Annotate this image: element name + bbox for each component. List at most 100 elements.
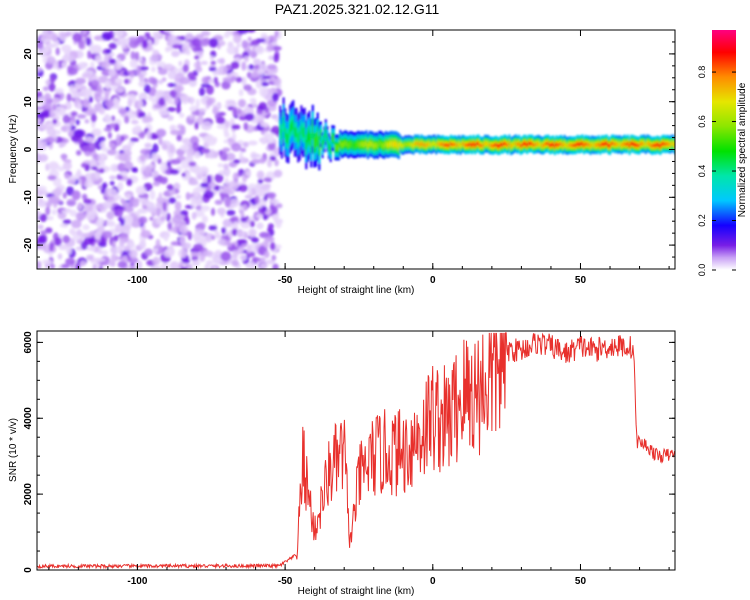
spectrogram-cell (66, 124, 71, 133)
spectrogram-cell (529, 141, 532, 146)
spectrogram-cell (78, 39, 85, 49)
spectrogram-cell (522, 141, 526, 146)
spectrogram-cell (260, 81, 269, 87)
spectrogram-cell (166, 184, 174, 191)
spectrogram-cell (107, 132, 112, 139)
spectrogram-cell (600, 142, 604, 146)
spectrogram-cell (670, 141, 673, 146)
spectrogram-cell (249, 229, 256, 238)
spectrogram-cell (267, 136, 275, 144)
spectrogram-cell (81, 175, 86, 186)
spectrogram-cell (171, 44, 183, 49)
spectrogram-cell (469, 142, 472, 146)
spectrogram-cell (117, 181, 124, 191)
spectrogram-cell (211, 235, 216, 241)
spectrogram-cell (409, 142, 412, 147)
spectrogram-y-axis: -20 -10 0 10 20 (23, 29, 675, 270)
spectrogram-cell (308, 130, 311, 141)
spectrogram-cell (563, 142, 566, 146)
spectrogram-cell (267, 64, 277, 70)
spectrogram-cell (255, 213, 266, 219)
spectrogram-cell (69, 209, 78, 217)
spectrogram-cells (37, 30, 675, 269)
spectrogram-cell (191, 259, 201, 267)
spectrogram-cell (78, 137, 84, 145)
spectrogram-cell (340, 142, 344, 148)
spectrogram-cell (242, 204, 248, 210)
spectrogram-cell (104, 99, 115, 108)
spectrogram-cell (485, 142, 488, 146)
spectrogram-cell (188, 76, 197, 81)
spectrogram-cell (39, 213, 48, 222)
spectrogram-cell (144, 248, 153, 257)
spectrogram-cell (49, 75, 56, 84)
spectrogram-cell (151, 97, 157, 106)
spectrogram-cell (91, 166, 98, 171)
spectrogram-cell (151, 152, 158, 162)
snr-y-tick-label: 2000 (23, 483, 34, 506)
spectrogram-cell (258, 68, 265, 76)
spectrogram-cell (232, 172, 239, 181)
spectrogram-cell (81, 162, 87, 168)
spectrogram-cell (267, 223, 275, 229)
spectrogram-cell (181, 138, 192, 145)
spectrogram-cell (221, 227, 226, 235)
spectrogram-cell (270, 199, 280, 204)
spectrogram-cell (46, 127, 56, 137)
spectrogram-cell (273, 53, 280, 63)
spectrogram-cell (127, 256, 139, 264)
spectrogram-cell (246, 71, 252, 79)
spectrogram-cell (313, 138, 316, 148)
spectrogram-cell (596, 143, 599, 148)
spectrogram-cell (202, 177, 207, 185)
spectrogram-cell (597, 142, 600, 146)
spectrogram-cell (76, 150, 82, 156)
spectrogram-cell (149, 189, 156, 200)
spectrogram-cell (209, 55, 215, 60)
spectrogram-cell (633, 142, 636, 147)
spectrogram-cell (589, 144, 592, 148)
spectrogram-cell (85, 37, 92, 46)
spectrogram-cell (141, 60, 146, 67)
spectrogram-cell (138, 99, 144, 109)
spectrogram-cell (48, 83, 56, 92)
spectrogram-cell (261, 137, 267, 145)
spectrogram-cell (388, 141, 391, 148)
colorbar-tick-label: 0.0 (697, 264, 707, 277)
spectrogram-cell (244, 194, 253, 199)
spectrogram-x-tick-label: 50 (575, 275, 587, 286)
spectrogram-cell (100, 141, 106, 149)
spectrogram-cell (200, 182, 209, 188)
spectrogram-cell (52, 103, 57, 111)
spectrogram-cell (250, 204, 258, 210)
spectrogram-cell (52, 118, 58, 125)
spectrogram-y-tick-label: -20 (23, 237, 34, 252)
spectrogram-cell (360, 141, 363, 147)
spectrogram-cell (516, 142, 519, 147)
spectrogram-cell (163, 249, 175, 258)
spectrogram-cell (65, 246, 72, 255)
spectrogram-cell (125, 193, 132, 200)
spectrogram-cell (171, 215, 183, 224)
spectrogram-cell (201, 30, 211, 37)
spectrogram-cell (451, 142, 454, 147)
snr-x-tick-label: 0 (430, 576, 436, 587)
spectrogram-cell (293, 127, 296, 138)
spectrogram-cell (433, 141, 436, 146)
spectrogram-cell (195, 44, 202, 52)
spectrogram-cell (159, 164, 168, 172)
spectrogram-cell (105, 49, 112, 54)
spectrogram-cell (527, 141, 530, 146)
spectrogram-cell (108, 142, 116, 149)
spectrogram-cell (45, 206, 51, 216)
spectrogram-cell (415, 141, 418, 146)
spectrogram-cell (363, 141, 366, 148)
spectrogram-cell (560, 142, 563, 146)
spectrogram-cell (127, 113, 138, 120)
spectrogram-cell (246, 30, 256, 33)
snr-y-label: SNR (10 * v/v) (8, 418, 19, 482)
spectrogram-cell (191, 212, 197, 220)
spectrogram-cell (159, 216, 166, 222)
spectrogram-cell (391, 141, 394, 147)
colorbar: 0.0 0.2 0.4 0.6 0.8 Normalized spectral ampl… (697, 30, 748, 276)
